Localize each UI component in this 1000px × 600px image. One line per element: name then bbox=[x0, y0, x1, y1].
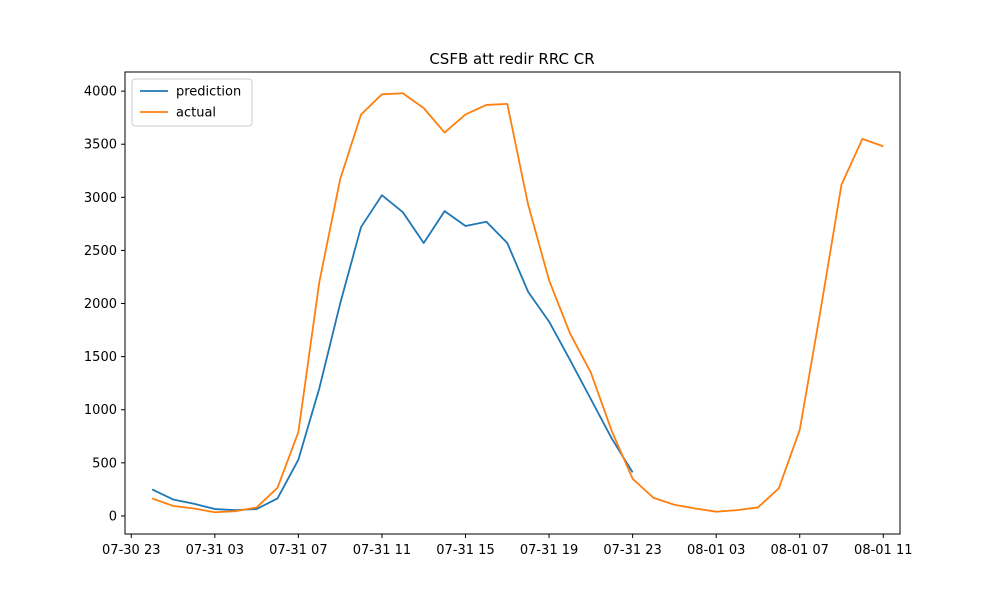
series-group bbox=[151, 92, 884, 514]
y-tick-label: 2000 bbox=[84, 297, 117, 312]
y-tick-label: 4000 bbox=[84, 85, 117, 100]
y-tick-label: 2500 bbox=[84, 244, 117, 259]
x-tick-label: 07-31 11 bbox=[353, 543, 411, 558]
x-tick-label: 07-31 19 bbox=[520, 543, 578, 558]
y-tick-label: 3000 bbox=[84, 191, 117, 206]
y-tick-label: 3500 bbox=[84, 138, 117, 153]
x-tick-label: 07-31 03 bbox=[186, 543, 244, 558]
x-tick-label: 07-31 07 bbox=[269, 543, 327, 558]
x-tick-label: 08-01 11 bbox=[854, 543, 912, 558]
chart-title: CSFB att redir RRC CR bbox=[429, 50, 594, 68]
y-tick-label: 1500 bbox=[84, 350, 117, 365]
legend-label-prediction: prediction bbox=[176, 85, 241, 100]
plot-frame bbox=[124, 71, 901, 535]
x-tick-label: 08-01 03 bbox=[687, 543, 745, 558]
y-tick-label: 500 bbox=[92, 456, 117, 471]
y-tick-label: 0 bbox=[109, 509, 117, 524]
plot-area bbox=[124, 71, 901, 535]
x-tick-label: 07-30 23 bbox=[102, 543, 160, 558]
x-tick-label: 08-01 07 bbox=[771, 543, 829, 558]
y-tick-label: 1000 bbox=[84, 403, 117, 418]
x-tick-label: 07-31 15 bbox=[436, 543, 494, 558]
series-line-actual bbox=[151, 92, 884, 514]
series-line-prediction bbox=[151, 194, 634, 511]
x-tick-label: 07-31 23 bbox=[603, 543, 661, 558]
legend-label-actual: actual bbox=[176, 106, 216, 121]
x-axis: 07-30 23 07-31 03 07-31 07 07-31 11 07-31 15… bbox=[102, 534, 913, 558]
y-axis: 0 500 1000 1500 2000 2500 3000 3500 4000 bbox=[84, 85, 125, 524]
legend: prediction actual bbox=[131, 78, 253, 127]
